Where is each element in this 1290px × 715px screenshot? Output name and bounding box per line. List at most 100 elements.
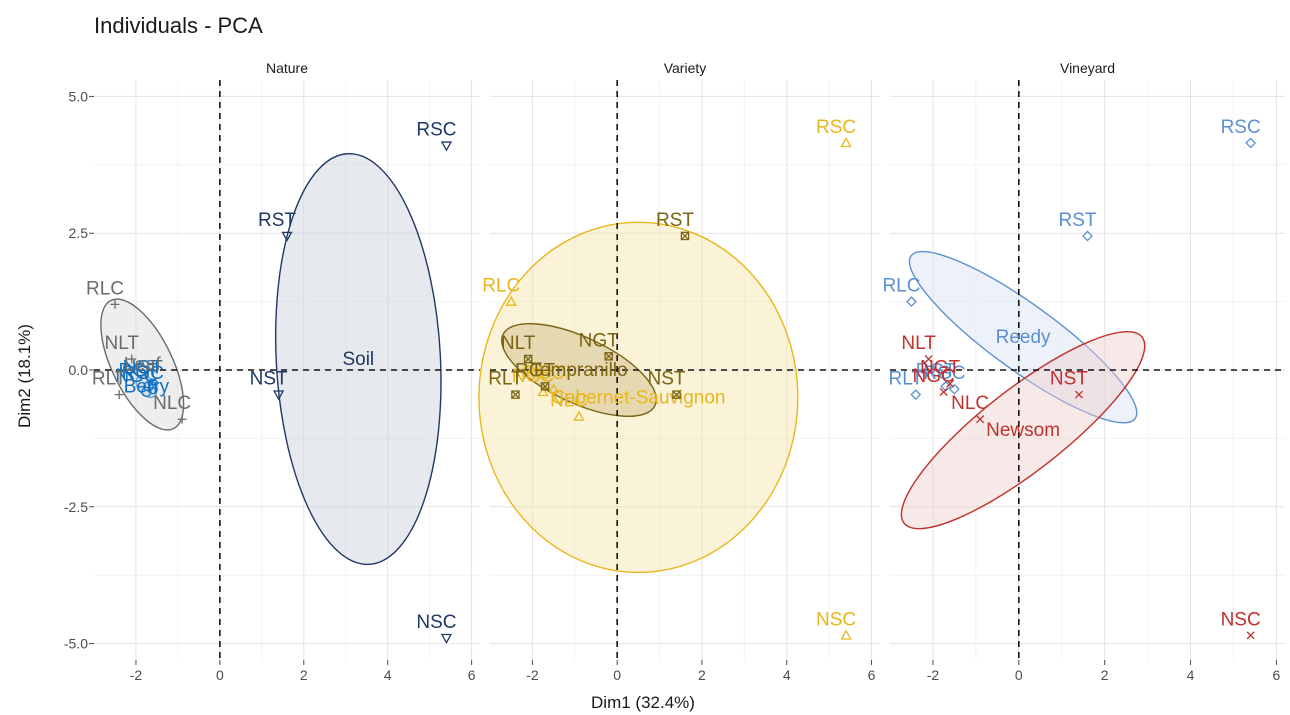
point-label: RGT: [118, 360, 159, 381]
confidence-ellipse-newsom: [900, 331, 1146, 530]
point-marker: [910, 389, 922, 401]
group-centroid-label: Newsom: [986, 420, 1060, 441]
point-label: RGC: [522, 363, 564, 384]
point-marker: [939, 387, 948, 396]
point-marker: [976, 415, 985, 424]
point-marker: [547, 383, 560, 394]
point-marker: [141, 386, 152, 398]
point-label: RST: [656, 210, 694, 231]
x-axis-title: Dim1 (32.4%): [591, 693, 695, 712]
point-marker: [273, 390, 285, 401]
point-marker: [281, 231, 293, 242]
y-tick-label: 5.0: [69, 88, 89, 104]
point-marker-cross: [672, 390, 681, 399]
confidence-ellipse-leaf: [100, 298, 185, 431]
point-marker: [440, 141, 453, 152]
group-centroid-label: Tempranillo: [530, 360, 627, 381]
facet-panel-nature: Nature -2 0 2 4 6 RSC RST NST NSC Soil NGTRGTRGCNGC…: [86, 60, 480, 683]
point-label: RLT: [488, 369, 523, 390]
point-label: NLC: [550, 391, 588, 412]
point-marker-cross: [524, 354, 533, 364]
point-marker-cross: [604, 352, 613, 361]
point-marker: [1082, 230, 1093, 242]
point-label: RST: [1059, 210, 1097, 231]
point-label: NLC: [951, 393, 989, 414]
confidence-ellipse-cabernet-sauvignon: [478, 221, 799, 574]
point-label: NST: [648, 369, 686, 390]
point-label: RLC: [86, 278, 124, 299]
confidence-ellipse-soil: [274, 153, 442, 566]
x-tick-label: 0: [1015, 667, 1023, 683]
x-tick-label: 6: [1273, 667, 1281, 683]
point-marker: [1246, 631, 1255, 640]
group-centroid-label: Soil: [342, 349, 374, 370]
point-marker-cross: [511, 390, 520, 399]
point-marker: [440, 633, 453, 644]
point-label: NSC: [416, 612, 456, 633]
series-newsom: NLT NGT NST NGC NLC NSC Newsom: [901, 333, 1261, 640]
point-label: NGC: [115, 366, 157, 387]
group-centroid-label: Reedy: [996, 327, 1051, 348]
group-centroid-label: Cabernet-Sauvignon: [551, 387, 725, 408]
point-marker-cross: [680, 231, 690, 241]
x-tick-label: -2: [130, 667, 143, 683]
facet-strip-label: Variety: [664, 60, 707, 76]
facet-strip-label: Vineyard: [1060, 60, 1115, 76]
series-tempranillo: RST NLT NGT RGT NST RLT Tempranillo: [488, 210, 694, 399]
point-label: NGT: [123, 358, 164, 379]
point-marker: [604, 352, 613, 361]
point-label: RGC: [923, 363, 965, 384]
point-marker: [177, 414, 187, 424]
point-label: NSC: [816, 609, 856, 630]
point-label: RSC: [1221, 117, 1261, 138]
point-marker: [1074, 390, 1083, 399]
y-tick-label: 0.0: [69, 362, 89, 378]
x-tick-label: 4: [783, 667, 791, 683]
y-tick-label: -5.0: [64, 636, 88, 652]
x-tick-label: 2: [1101, 667, 1109, 683]
point-label: RST: [258, 210, 296, 231]
series-leaf: RLC NLT RLT NLC Leaf: [86, 278, 191, 424]
point-marker: [505, 295, 517, 306]
chart-title: Individuals - PCA: [94, 13, 263, 38]
point-label: RLT: [92, 369, 127, 390]
point-label: NGT: [579, 330, 620, 351]
y-axis-title: Dim2 (18.1%): [15, 324, 34, 428]
x-tick-label: -2: [927, 667, 940, 683]
point-marker: [127, 354, 137, 364]
point-label: RSC: [416, 120, 456, 141]
point-label: NGC: [913, 366, 955, 387]
point-label: NST: [1050, 369, 1088, 390]
point-label: NLC: [153, 393, 191, 414]
point-label: RGT: [916, 360, 957, 381]
point-marker: [1245, 137, 1257, 149]
point-marker: [573, 410, 585, 421]
point-marker: [906, 296, 917, 308]
point-marker: [523, 354, 533, 364]
facet-panel-vineyard: Vineyard-2 0 2 4 6RSCRSTRLCRGTRGCRLTReedyNLT…: [882, 60, 1285, 683]
x-tick-label: 4: [1187, 667, 1195, 683]
point-marker: [946, 379, 955, 388]
series-cabernet-sauvignon: RSC RLC RGC NLC NGC NSC Cabernet-Sauvignon: [482, 117, 856, 640]
x-tick-label: 2: [300, 667, 308, 683]
point-label: NGT: [920, 358, 961, 379]
point-label: RSC: [816, 117, 856, 138]
x-tick-label: 6: [468, 667, 476, 683]
point-marker: [924, 354, 933, 364]
x-tick-label: 6: [868, 667, 876, 683]
y-axis-ticks: 5.0 2.5 0.0 -2.5 -5.0: [64, 88, 94, 652]
x-tick-label: 0: [613, 667, 621, 683]
point-marker: [511, 390, 520, 399]
series-soil: RSC RST NST NSC Soil: [250, 120, 456, 644]
x-tick-label: -2: [526, 667, 539, 683]
point-marker: [672, 390, 681, 399]
x-tick-label: 0: [216, 667, 224, 683]
point-label: RLC: [882, 276, 920, 297]
point-marker: [537, 386, 549, 397]
point-label: RLC: [482, 276, 520, 297]
point-label: NGC: [512, 366, 554, 387]
point-label: RGT: [515, 360, 556, 381]
facet-panels: Nature-2 0 2 4 6RSCRSTNSTNSCSoilNGTRGTRGCNGC…: [86, 60, 1285, 683]
